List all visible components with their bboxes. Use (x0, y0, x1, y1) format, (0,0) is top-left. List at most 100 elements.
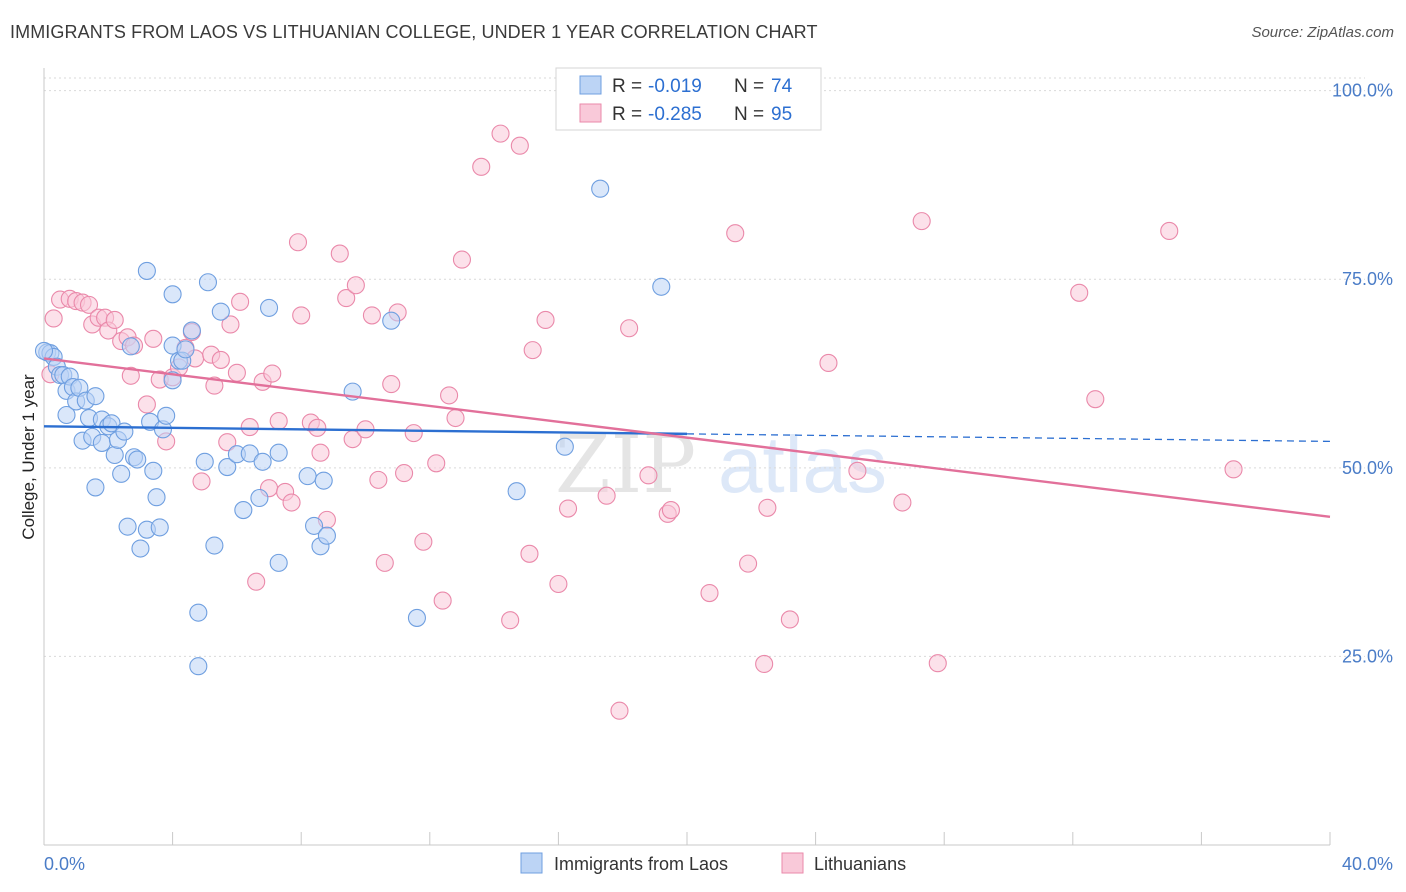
blue-point-68 (407, 608, 426, 627)
pink-trend-line (43, 357, 1331, 519)
pink-point-6 (79, 295, 99, 314)
pink-point-90 (928, 654, 947, 673)
pink-point-52 (362, 306, 381, 325)
pink-point-83 (755, 654, 774, 674)
blue-point-58 (259, 298, 279, 317)
blue-point-35 (147, 488, 166, 507)
pink-point-54 (375, 553, 394, 572)
pink-point-30 (221, 315, 240, 334)
blue-point-46 (189, 657, 208, 676)
blue-point-30 (131, 539, 150, 558)
blue-point-67 (382, 311, 401, 330)
pink-point-65 (472, 157, 491, 176)
pink-point-79 (661, 501, 680, 520)
blue-point-72 (652, 277, 671, 296)
pink-point-58 (404, 424, 423, 443)
pink-point-87 (848, 461, 867, 480)
pink-point-75 (610, 701, 629, 720)
pink-point-25 (192, 472, 211, 491)
blue-point-48 (195, 452, 214, 471)
blue-point-61 (298, 467, 317, 486)
pink-point-48 (337, 289, 356, 308)
x-ticks: 0.0% 40.0% (43, 832, 1393, 874)
pink-point-93 (1160, 221, 1179, 240)
y-tick-label-2: 75.0% (1342, 269, 1393, 289)
legend-swatch-blue (579, 75, 602, 95)
pink-point-1 (44, 309, 63, 328)
legend-n-label-2: N = (734, 104, 764, 125)
bottom-legend-swatch-blue (520, 852, 543, 874)
blue-point-62 (305, 516, 324, 535)
pink-point-81 (726, 224, 745, 243)
pink-point-29 (218, 433, 237, 452)
blue-point-57 (253, 452, 272, 471)
pink-point-84 (758, 498, 777, 517)
blue-point-34 (144, 461, 163, 480)
blue-point-64 (314, 471, 333, 490)
series-lithuanians (41, 124, 1243, 720)
legend-r-value-2: -0.285 (648, 104, 702, 125)
series-legend: Immigrants from Laos Lithuanians (520, 852, 906, 874)
pink-point-86 (819, 353, 838, 373)
blue-point-49 (198, 273, 218, 292)
pink-point-92 (1086, 390, 1105, 409)
pink-point-59 (414, 532, 433, 551)
legend-r-label-1: R = (612, 76, 642, 97)
pink-point-62 (440, 386, 459, 405)
blue-point-41 (163, 371, 182, 390)
blue-point-36 (150, 518, 169, 537)
pink-point-69 (520, 544, 539, 563)
blue-point-59 (269, 443, 288, 462)
pink-point-14 (121, 366, 140, 385)
blue-point-70 (555, 437, 574, 456)
source-note: Source: ZipAtlas.com (1251, 24, 1394, 41)
blue-point-29 (128, 450, 147, 469)
pink-point-16 (137, 395, 156, 414)
legend-n-label-1: N = (734, 76, 764, 97)
series-immigrants-from-laos (34, 179, 671, 676)
y-ticks: 25.0% 50.0% 75.0% 100.0% (1332, 81, 1393, 667)
pink-point-53 (369, 470, 388, 489)
pink-point-72 (549, 574, 568, 594)
pink-point-64 (452, 250, 472, 269)
pink-point-41 (288, 233, 308, 252)
pink-point-70 (523, 341, 542, 360)
blue-point-60 (269, 553, 288, 572)
legend-r-label-2: R = (612, 104, 642, 125)
pink-point-34 (247, 572, 266, 591)
pink-point-27 (205, 376, 224, 395)
y-tick-label-0: 25.0% (1342, 646, 1393, 666)
blue-point-38 (157, 406, 176, 425)
blue-point-51 (211, 302, 230, 321)
pink-point-74 (597, 486, 616, 505)
blue-point-17 (86, 478, 105, 497)
pink-point-89 (912, 212, 931, 231)
pink-point-85 (780, 610, 799, 629)
y-axis-label: College, Under 1 year (19, 374, 38, 540)
blue-point-54 (234, 501, 253, 520)
bottom-legend-label-laos: Immigrants from Laos (554, 854, 728, 874)
trend-lines (43, 357, 1331, 519)
pink-point-76 (620, 319, 639, 338)
blue-point-50 (205, 536, 224, 555)
pink-point-37 (263, 364, 282, 383)
bottom-legend-swatch-pink (781, 852, 804, 874)
pink-point-45 (311, 443, 330, 462)
blue-point-44 (176, 340, 195, 359)
pink-point-57 (395, 464, 414, 483)
pink-point-33 (240, 418, 259, 437)
pink-point-94 (1224, 460, 1243, 479)
blue-point-26 (118, 517, 137, 536)
y-tick-label-3: 100.0% (1332, 81, 1393, 101)
pink-point-61 (433, 591, 452, 610)
pink-point-71 (536, 310, 555, 330)
legend-r-value-1: -0.019 (648, 76, 702, 97)
blue-point-32 (137, 261, 156, 280)
pink-point-38 (269, 411, 288, 431)
blue-point-40 (163, 285, 182, 304)
pink-point-31 (227, 363, 246, 382)
blue-point-27 (121, 337, 140, 356)
pink-point-82 (739, 554, 758, 573)
stats-legend: R = -0.019 N = 74 R = -0.285 N = 95 (555, 67, 822, 131)
